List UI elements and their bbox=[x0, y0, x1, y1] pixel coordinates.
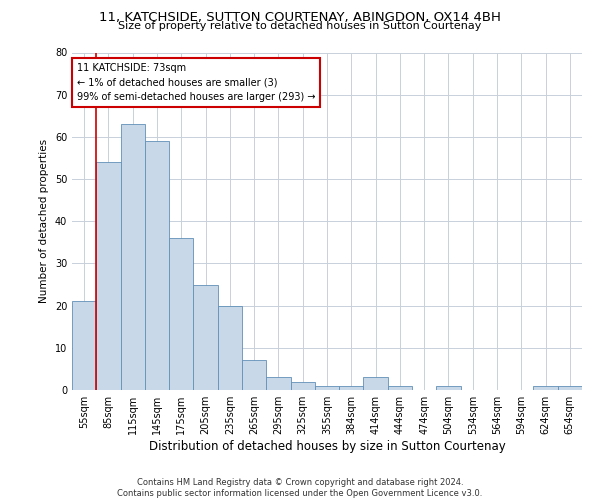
Y-axis label: Number of detached properties: Number of detached properties bbox=[39, 139, 49, 304]
Bar bbox=[121, 124, 145, 390]
Text: 11, KATCHSIDE, SUTTON COURTENAY, ABINGDON, OX14 4BH: 11, KATCHSIDE, SUTTON COURTENAY, ABINGDO… bbox=[99, 11, 501, 24]
Bar bbox=[558, 386, 582, 390]
Bar bbox=[242, 360, 266, 390]
Bar bbox=[436, 386, 461, 390]
Bar bbox=[266, 378, 290, 390]
Bar bbox=[339, 386, 364, 390]
Text: 11 KATCHSIDE: 73sqm
← 1% of detached houses are smaller (3)
99% of semi-detached: 11 KATCHSIDE: 73sqm ← 1% of detached hou… bbox=[77, 62, 316, 102]
Bar bbox=[290, 382, 315, 390]
Bar bbox=[96, 162, 121, 390]
Bar bbox=[315, 386, 339, 390]
X-axis label: Distribution of detached houses by size in Sutton Courtenay: Distribution of detached houses by size … bbox=[149, 440, 505, 453]
Bar bbox=[72, 302, 96, 390]
Bar bbox=[533, 386, 558, 390]
Text: Size of property relative to detached houses in Sutton Courtenay: Size of property relative to detached ho… bbox=[118, 21, 482, 31]
Bar bbox=[193, 284, 218, 390]
Bar bbox=[145, 141, 169, 390]
Bar bbox=[388, 386, 412, 390]
Bar bbox=[218, 306, 242, 390]
Bar bbox=[169, 238, 193, 390]
Text: Contains HM Land Registry data © Crown copyright and database right 2024.
Contai: Contains HM Land Registry data © Crown c… bbox=[118, 478, 482, 498]
Bar bbox=[364, 378, 388, 390]
